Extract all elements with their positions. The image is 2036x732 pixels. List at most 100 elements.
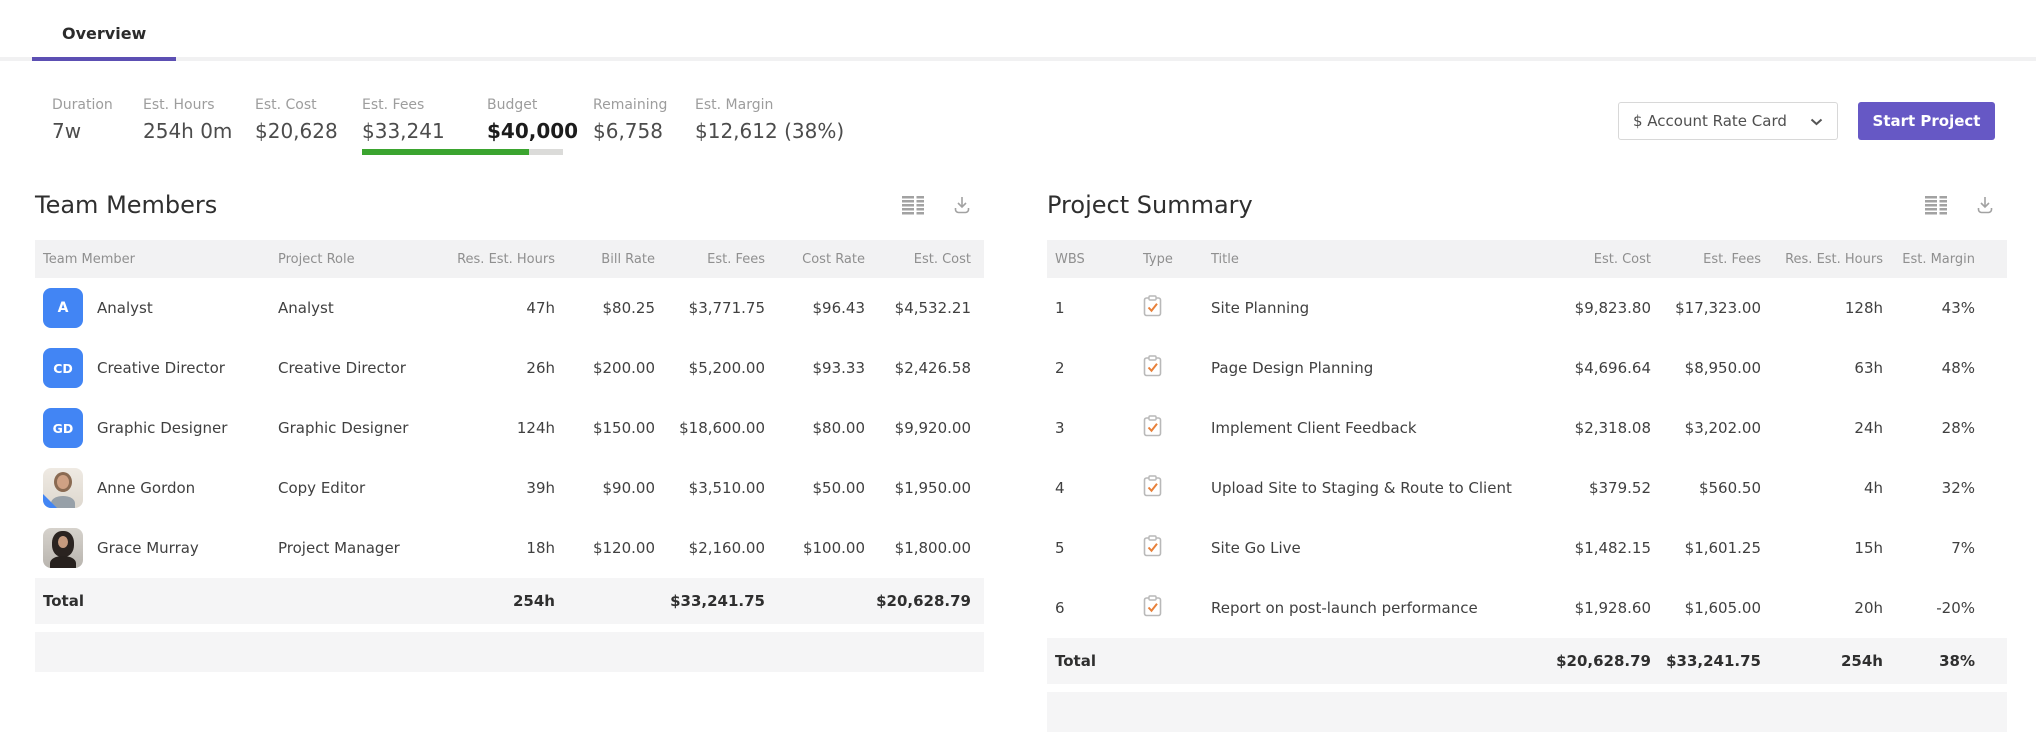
table-row[interactable]: 6 Report on post-launch performance $1,928… — [1047, 578, 2007, 638]
table-total-row: Total $20,628.79 $33,241.75 254h 38% — [1047, 638, 2007, 684]
stat-budget: Budget $40,000 — [487, 97, 593, 160]
table-row[interactable]: Grace Murray Project Manager 18h $120.00 $2,… — [35, 518, 984, 578]
chevron-down-icon — [1810, 112, 1823, 130]
stat-value: $6,758 — [593, 119, 663, 143]
column-header-res-est-hours: Res. Est. Hours — [1785, 251, 1883, 267]
cell-est-margin: 43% — [1941, 299, 1975, 317]
cell-res-est-hours: 63h — [1854, 359, 1883, 377]
cell-cost-rate: $100.00 — [802, 539, 865, 557]
total-est-cost: $20,628.79 — [1556, 652, 1651, 670]
stat-est-margin: Est. Margin $12,612 (38%) — [695, 97, 844, 160]
cell-res-est-hours: 26h — [526, 359, 555, 377]
cell-wbs: 2 — [1055, 359, 1065, 377]
start-project-button[interactable]: Start Project — [1858, 102, 1995, 140]
cell-res-est-hours: 20h — [1854, 599, 1883, 617]
cell-project-role: Copy Editor — [278, 479, 366, 497]
table-row[interactable]: 5 Site Go Live $1,482.15 $1,601.25 15h 7% — [1047, 518, 2007, 578]
cell-est-fees: $3,510.00 — [688, 479, 765, 497]
table-columns-icon[interactable] — [1925, 195, 1947, 215]
column-header-est-margin: Est. Margin — [1902, 251, 1975, 267]
download-icon[interactable] — [952, 195, 972, 215]
cell-type — [1135, 595, 1203, 621]
column-header-est-cost: Est. Cost — [1593, 251, 1651, 267]
stat-est-hours: Est. Hours 254h 0m — [143, 97, 255, 160]
cell-est-margin: 7% — [1951, 539, 1975, 557]
table-row[interactable]: 3 Implement Client Feedback $2,318.08 $3,20… — [1047, 398, 2007, 458]
project-summary-table: WBS Type Title Est. Cost Est. Fees Res. Est. … — [1047, 240, 2007, 684]
cell-bill-rate: $120.00 — [592, 539, 655, 557]
stats-strip: Duration 7w Est. Hours 254h 0m Est. Cost $20,… — [0, 61, 2036, 160]
total-est-fees: $33,241.75 — [1666, 652, 1761, 670]
team-members-table: Team Member Project Role Res. Est. Hours Bi… — [35, 240, 984, 624]
cell-est-cost: $4,532.21 — [894, 299, 971, 317]
cell-est-cost: $1,482.15 — [1574, 539, 1651, 557]
cell-est-fees: $1,605.00 — [1684, 599, 1761, 617]
cell-title: Implement Client Feedback — [1211, 419, 1417, 437]
total-res-est-hours: 254h — [513, 592, 555, 610]
stat-label: Est. Hours — [143, 97, 215, 113]
team-member-cell: Grace Murray — [35, 528, 270, 568]
stat-est-cost: Est. Cost $20,628 — [255, 97, 362, 160]
cell-est-fees: $1,601.25 — [1684, 539, 1761, 557]
cell-project-role: Analyst — [278, 299, 334, 317]
cell-title: Upload Site to Staging & Route to Client — [1211, 479, 1512, 497]
avatar — [43, 528, 83, 568]
table-row[interactable]: GD Graphic Designer Graphic Designer 124h $1… — [35, 398, 984, 458]
avatar-torso — [50, 556, 76, 568]
cell-est-cost: $1,928.60 — [1574, 599, 1651, 617]
avatar: CD — [43, 348, 83, 388]
table-columns-icon[interactable] — [902, 195, 924, 215]
cell-res-est-hours: 47h — [526, 299, 555, 317]
tab-overview[interactable]: Overview — [32, 0, 177, 61]
cell-type — [1135, 475, 1203, 501]
cell-wbs: 6 — [1055, 599, 1065, 617]
column-header-est-fees: Est. Fees — [1703, 251, 1761, 267]
cell-est-cost: $379.52 — [1588, 479, 1651, 497]
table-row[interactable]: 1 Site Planning $9,823.80 $17,323.00 128h 43% — [1047, 278, 2007, 338]
table-row[interactable]: 2 Page Design Planning $4,696.64 $8,950.00 6… — [1047, 338, 2007, 398]
avatar — [43, 468, 83, 508]
download-icon[interactable] — [1975, 195, 1995, 215]
account-rate-card-select[interactable]: $ Account Rate Card — [1618, 102, 1838, 140]
total-est-margin: 38% — [1939, 652, 1975, 670]
cell-wbs: 3 — [1055, 419, 1065, 437]
cell-res-est-hours: 4h — [1863, 479, 1883, 497]
total-est-fees: $33,241.75 — [670, 592, 765, 610]
table-row[interactable]: A Analyst Analyst 47h $80.25 $3,771.75 $96.43 $… — [35, 278, 984, 338]
project-summary-title: Project Summary — [1047, 191, 1253, 219]
cell-res-est-hours: 128h — [1844, 299, 1883, 317]
total-label: Total — [43, 592, 84, 610]
task-checked-icon — [1143, 355, 1162, 381]
team-member-cell: CD Creative Director — [35, 348, 270, 388]
team-member-name: Graphic Designer — [97, 419, 228, 437]
avatar: GD — [43, 408, 83, 448]
cell-est-cost: $2,318.08 — [1574, 419, 1651, 437]
task-checked-icon — [1143, 415, 1162, 441]
team-member-name: Anne Gordon — [97, 479, 196, 497]
task-checked-icon — [1143, 595, 1162, 621]
cell-est-margin: 32% — [1941, 479, 1975, 497]
team-member-cell: GD Graphic Designer — [35, 408, 270, 448]
cell-res-est-hours: 24h — [1854, 419, 1883, 437]
cell-est-cost: $1,950.00 — [894, 479, 971, 497]
cell-res-est-hours: 39h — [526, 479, 555, 497]
cell-res-est-hours: 18h — [526, 539, 555, 557]
avatar: A — [43, 288, 83, 328]
cell-type — [1135, 535, 1203, 561]
cell-est-cost: $4,696.64 — [1574, 359, 1651, 377]
total-res-est-hours: 254h — [1841, 652, 1883, 670]
cell-bill-rate: $150.00 — [592, 419, 655, 437]
stat-label: Est. Cost — [255, 97, 317, 113]
cell-cost-rate: $93.33 — [812, 359, 866, 377]
cell-type — [1135, 355, 1203, 381]
column-header-title: Title — [1211, 251, 1239, 267]
cell-project-role: Creative Director — [278, 359, 406, 377]
stat-label: Duration — [52, 97, 113, 113]
table-row[interactable]: 4 Upload Site to Staging & Route to Clien… — [1047, 458, 2007, 518]
table-row[interactable]: Anne Gordon Copy Editor 39h $90.00 $3,510.00… — [35, 458, 984, 518]
cell-bill-rate: $200.00 — [592, 359, 655, 377]
cell-est-cost: $9,823.80 — [1574, 299, 1651, 317]
column-header-wbs: WBS — [1055, 251, 1085, 267]
table-row[interactable]: CD Creative Director Creative Director 26h $… — [35, 338, 984, 398]
next-row-partial — [1047, 692, 2007, 732]
